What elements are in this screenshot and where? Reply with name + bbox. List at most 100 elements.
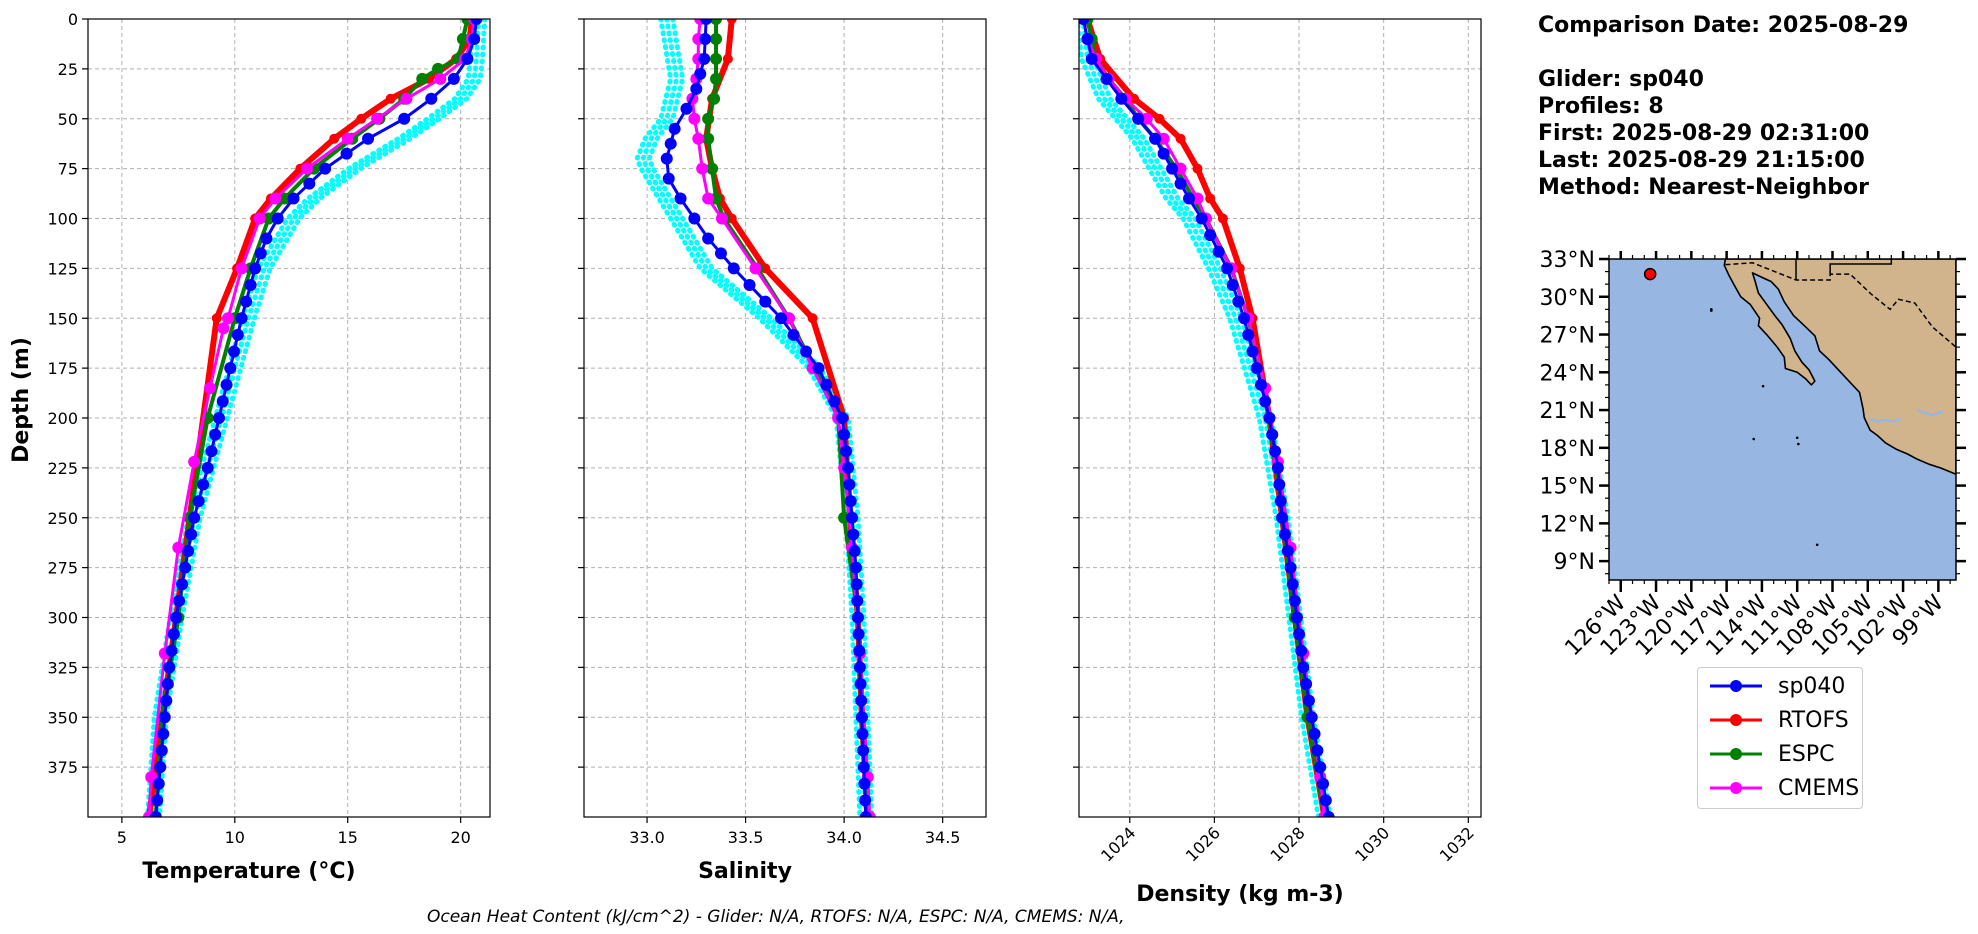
us-mexico-border (1725, 262, 1956, 348)
data-point (1273, 478, 1286, 491)
legend-label: CMEMS (1778, 775, 1860, 801)
data-point (172, 541, 185, 554)
data-point (1317, 777, 1330, 790)
data-point (859, 811, 872, 817)
data-point (371, 112, 384, 125)
legend-marker-cmems (1710, 782, 1762, 794)
x-tick-label: 33.5 (728, 828, 764, 847)
legend-item-cmems: CMEMS (1708, 773, 1859, 803)
data-point (859, 794, 872, 807)
latitude-label: 30°N (1540, 286, 1595, 311)
data-point (702, 132, 715, 145)
data-point (151, 794, 164, 807)
state-border (1829, 259, 1893, 275)
data-point (694, 67, 707, 80)
glider-profile-line (150, 19, 482, 817)
data-point (688, 112, 701, 125)
y-tick-label: 375 (47, 758, 78, 777)
latitude-label: 24°N (1540, 361, 1595, 386)
data-point (1302, 694, 1315, 707)
data-point (468, 32, 481, 45)
data-point (155, 744, 168, 757)
glider-location-marker (1643, 267, 1657, 281)
legend-item-rtofs: RTOFS (1708, 705, 1849, 735)
island (1710, 309, 1713, 312)
data-point (1274, 495, 1287, 508)
data-point (1166, 162, 1179, 175)
data-point (1132, 112, 1145, 125)
data-point (176, 578, 189, 591)
data-point (163, 661, 176, 674)
x-tick-label: 1024 (1097, 823, 1139, 865)
series-glider-profiles (1079, 19, 1333, 817)
data-point (329, 133, 340, 144)
data-point (167, 628, 180, 641)
island (1797, 442, 1800, 446)
data-point (188, 455, 201, 468)
data-point (1254, 378, 1267, 391)
data-point (211, 313, 222, 324)
data-point (173, 594, 186, 607)
island (1815, 543, 1819, 547)
series-sp040 (1079, 19, 1335, 817)
data-point (660, 152, 673, 165)
data-point (179, 561, 192, 574)
density-panel: 1024 1026 1028 1030 1032 Density (kg m-3) (1073, 18, 1482, 907)
data-point (222, 312, 235, 325)
y-tick-label: 125 (47, 259, 78, 278)
y-tick-label: 300 (47, 609, 78, 628)
data-point (158, 711, 171, 724)
data-point (432, 62, 445, 75)
latitude-label: 27°N (1540, 324, 1595, 349)
data-point (854, 678, 867, 690)
data-point (220, 378, 233, 391)
y-tick-label: 25 (58, 60, 78, 79)
data-point (1174, 177, 1187, 190)
y-tick-label: 325 (47, 658, 78, 677)
data-point (398, 112, 411, 125)
y-tick-label: 50 (58, 110, 78, 129)
legend-label: sp040 (1778, 673, 1846, 699)
data-point (278, 192, 291, 205)
data-point (1250, 362, 1263, 375)
data-point (1286, 578, 1299, 591)
data-point (1314, 761, 1327, 774)
data-point (726, 19, 737, 24)
data-point (710, 72, 723, 85)
data-point (1276, 511, 1289, 524)
data-point (205, 445, 218, 458)
data-point (853, 661, 866, 674)
data-point (340, 147, 353, 160)
data-point (1205, 193, 1216, 204)
data-point (385, 93, 396, 104)
x-tick-label: 20 (450, 828, 470, 847)
data-point (702, 192, 715, 205)
x-tick-label: 34.5 (925, 828, 961, 847)
data-point (696, 162, 709, 175)
data-point (1183, 192, 1196, 205)
data-point (356, 113, 367, 124)
map-frame (1608, 258, 1957, 581)
data-point (1234, 263, 1245, 274)
x-axis-label: Density (kg m-3) (1136, 882, 1344, 907)
data-point (165, 644, 178, 657)
salinity-panel: 33.0 33.5 34.0 34.5 Salinity (578, 18, 987, 884)
comparison-date: Comparison Date: 2025-08-29 (1538, 13, 1909, 38)
data-point (855, 711, 868, 724)
data-point (197, 478, 210, 491)
data-point (1149, 132, 1162, 145)
data-point (287, 192, 300, 205)
data-point (674, 192, 687, 205)
data-point (700, 19, 713, 25)
axes-frame (1078, 18, 1482, 818)
axes-frame (583, 18, 987, 818)
data-point (1157, 147, 1170, 160)
data-point (1305, 711, 1318, 724)
data-point (855, 694, 868, 707)
data-point (843, 478, 856, 491)
data-point (1246, 345, 1259, 358)
series-line (665, 19, 868, 817)
data-point (231, 328, 244, 341)
data-point (154, 761, 167, 774)
glider-profile-line (1079, 19, 1321, 817)
